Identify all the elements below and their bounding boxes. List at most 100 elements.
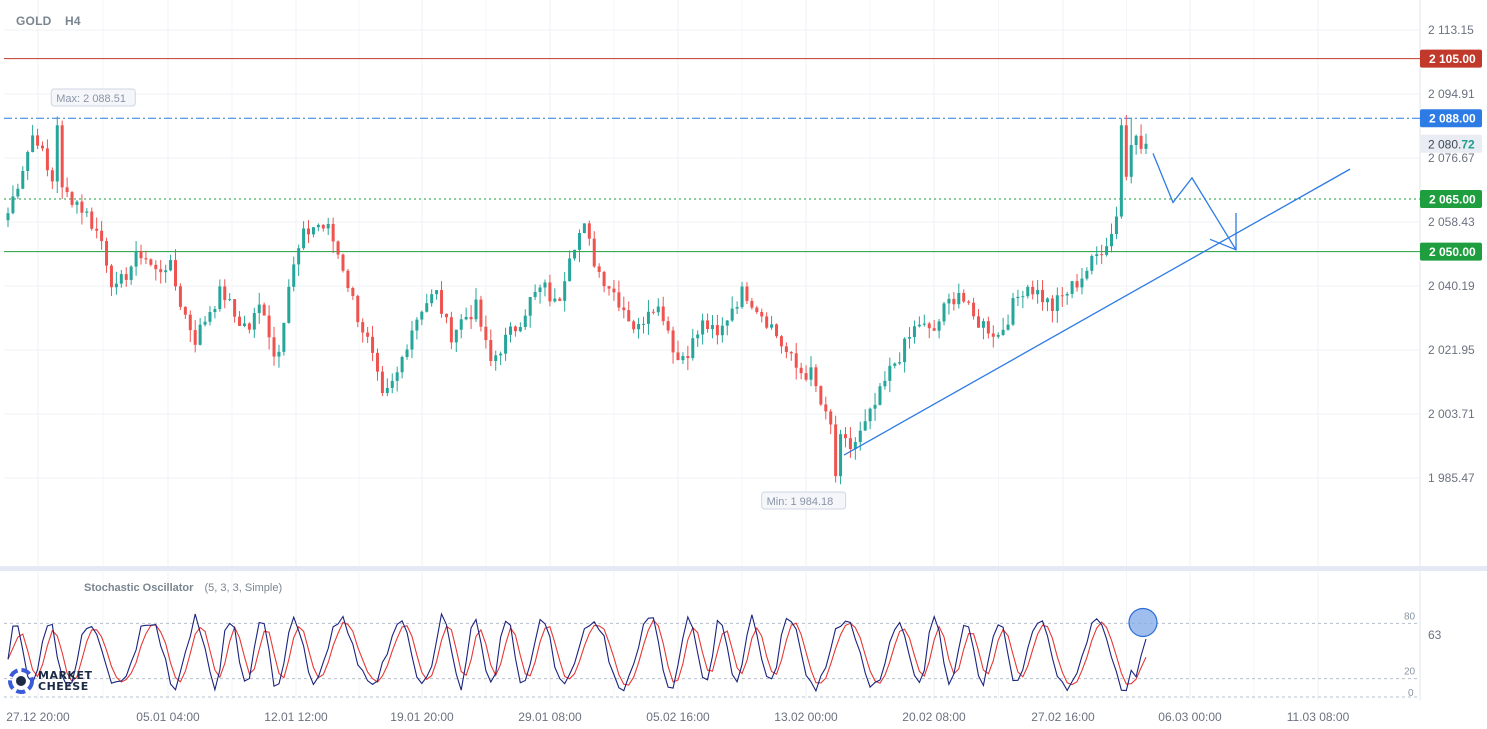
candle-body[interactable]	[292, 264, 296, 287]
candle-body[interactable]	[484, 326, 488, 341]
candle-body[interactable]	[1095, 254, 1099, 257]
candle-body[interactable]	[302, 228, 306, 249]
candle-body[interactable]	[602, 271, 606, 287]
candle-body[interactable]	[794, 353, 798, 368]
candle-body[interactable]	[405, 349, 409, 357]
candle-body[interactable]	[814, 367, 818, 387]
candle-body[interactable]	[435, 290, 439, 295]
candle-body[interactable]	[878, 386, 882, 405]
candle-body[interactable]	[755, 307, 759, 313]
candle-body[interactable]	[784, 346, 788, 353]
candle-body[interactable]	[242, 323, 246, 326]
candle-body[interactable]	[1055, 295, 1059, 312]
candle-body[interactable]	[105, 241, 109, 266]
candle-body[interactable]	[208, 312, 212, 322]
candle-body[interactable]	[1021, 296, 1025, 298]
candlestick-series[interactable]	[6, 114, 1148, 485]
candle-body[interactable]	[952, 298, 956, 305]
candle-body[interactable]	[834, 424, 838, 477]
candle-body[interactable]	[203, 321, 207, 325]
candle-body[interactable]	[642, 323, 646, 325]
candle-body[interactable]	[1026, 286, 1030, 297]
candle-body[interactable]	[149, 259, 153, 265]
candle-body[interactable]	[375, 352, 379, 372]
candle-body[interactable]	[686, 356, 690, 359]
candle-body[interactable]	[223, 286, 227, 301]
candle-body[interactable]	[942, 303, 946, 322]
candle-body[interactable]	[1090, 256, 1094, 271]
candle-body[interactable]	[696, 334, 700, 339]
candle-body[interactable]	[444, 313, 448, 318]
candle-body[interactable]	[627, 310, 631, 322]
candle-body[interactable]	[11, 196, 15, 214]
candle-body[interactable]	[31, 135, 35, 153]
candle-body[interactable]	[765, 316, 769, 328]
candle-body[interactable]	[533, 292, 537, 298]
candle-body[interactable]	[883, 380, 887, 387]
current-price-label[interactable]: 2 080.72	[1428, 137, 1475, 151]
candle-body[interactable]	[95, 228, 99, 231]
candle-body[interactable]	[16, 188, 20, 197]
candle-body[interactable]	[903, 338, 907, 363]
candle-body[interactable]	[26, 152, 30, 171]
candle-body[interactable]	[1050, 298, 1054, 312]
candle-body[interactable]	[65, 187, 69, 193]
candle-body[interactable]	[829, 411, 833, 425]
candle-body[interactable]	[1011, 298, 1015, 325]
candle-body[interactable]	[188, 314, 192, 331]
candle-body[interactable]	[21, 170, 25, 189]
candle-body[interactable]	[114, 283, 118, 288]
candle-body[interactable]	[1134, 135, 1138, 146]
candle-body[interactable]	[804, 373, 808, 380]
candle-body[interactable]	[420, 311, 424, 320]
candle-body[interactable]	[346, 270, 350, 289]
candle-body[interactable]	[523, 315, 527, 328]
candle-body[interactable]	[745, 286, 749, 301]
candle-body[interactable]	[80, 201, 84, 213]
candle-body[interactable]	[1085, 270, 1089, 279]
candle-body[interactable]	[331, 224, 335, 242]
candle-body[interactable]	[819, 386, 823, 405]
candle-body[interactable]	[395, 372, 399, 381]
candle-body[interactable]	[676, 352, 680, 361]
oscillator-name[interactable]: Stochastic Oscillator	[84, 582, 194, 594]
candle-body[interactable]	[760, 312, 764, 317]
candle-body[interactable]	[50, 170, 54, 182]
candle-body[interactable]	[228, 299, 232, 301]
candle-body[interactable]	[917, 324, 921, 327]
candle-body[interactable]	[287, 286, 291, 323]
candle-body[interactable]	[390, 380, 394, 388]
level-tag[interactable]	[1420, 242, 1482, 261]
level-tag[interactable]	[1420, 189, 1482, 208]
candle-body[interactable]	[863, 421, 867, 431]
candle-body[interactable]	[809, 367, 813, 380]
candle-body[interactable]	[75, 201, 79, 205]
candle-body[interactable]	[789, 352, 793, 354]
candle-body[interactable]	[710, 325, 714, 330]
candle-body[interactable]	[385, 387, 389, 394]
candle-body[interactable]	[661, 306, 665, 322]
candle-body[interactable]	[1124, 125, 1128, 177]
candle-body[interactable]	[824, 404, 828, 412]
candle-body[interactable]	[1144, 143, 1148, 149]
candle-body[interactable]	[316, 224, 320, 228]
time-axis[interactable]: 27.12 20:00 05.01 04:00 12.01 12:00 19.01 2…	[6, 710, 1349, 724]
candle-body[interactable]	[1031, 286, 1035, 295]
candle-body[interactable]	[297, 248, 301, 265]
candle-body[interactable]	[85, 211, 89, 213]
candle-body[interactable]	[577, 233, 581, 250]
candle-body[interactable]	[154, 264, 158, 270]
candle-body[interactable]	[1060, 295, 1064, 297]
candle-body[interactable]	[937, 321, 941, 331]
candle-body[interactable]	[449, 317, 453, 343]
candle-body[interactable]	[159, 269, 163, 273]
candle-body[interactable]	[932, 328, 936, 331]
candle-body[interactable]	[799, 367, 803, 374]
price-axis[interactable]: 2 113.15 2 094.91 2 076.67 2 058.43 2 040.19…	[1420, 23, 1482, 485]
candle-body[interactable]	[440, 290, 444, 314]
candle-body[interactable]	[262, 304, 266, 316]
candle-body[interactable]	[252, 313, 256, 330]
candle-body[interactable]	[36, 135, 40, 146]
candle-body[interactable]	[750, 300, 754, 308]
candle-body[interactable]	[843, 434, 847, 439]
